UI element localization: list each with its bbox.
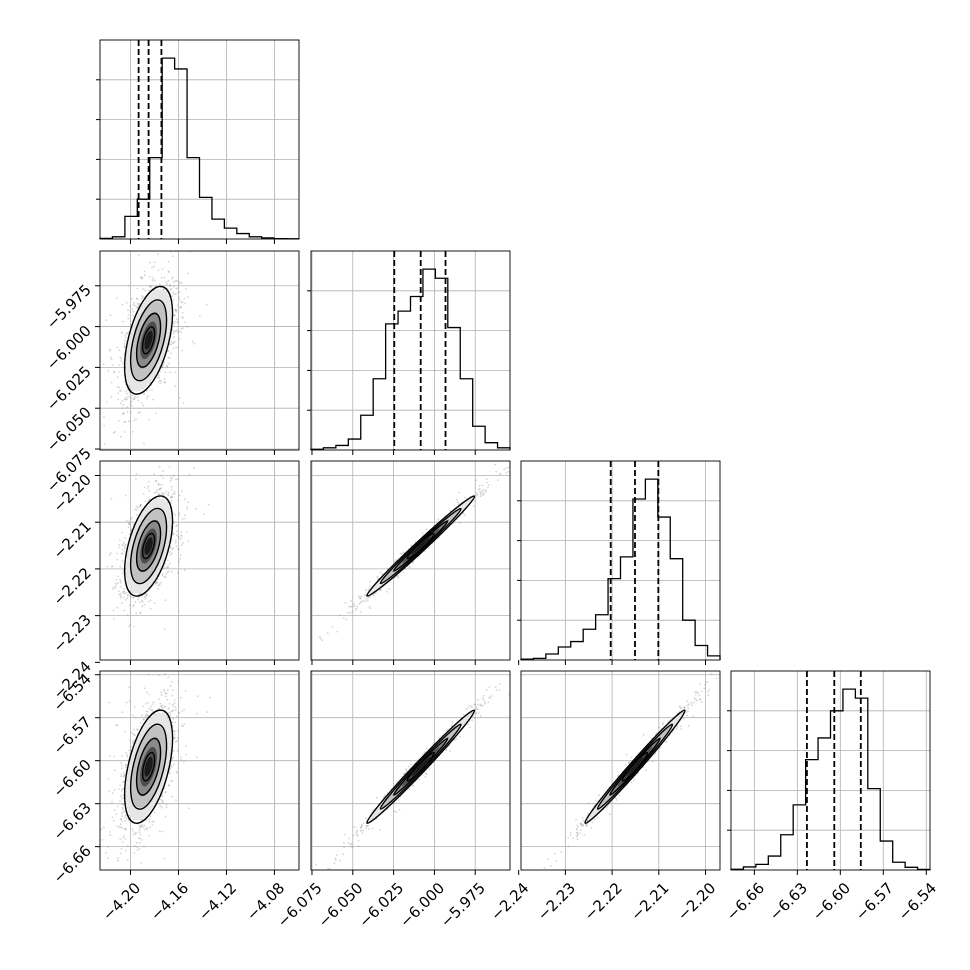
contour-2-0-2 xyxy=(129,507,168,585)
y-tick-label-1-2: −6.025 xyxy=(43,362,95,414)
histogram-1 xyxy=(310,268,511,450)
y-tick-label-3-3: −6.57 xyxy=(50,713,95,758)
x-tick-label-0-2: −4.12 xyxy=(195,879,240,924)
y-tick-label-1-4: −5.975 xyxy=(43,281,95,333)
hist-panel-0 xyxy=(96,39,300,240)
contour-3-1-2 xyxy=(379,723,462,810)
y-tick-label-3-1: −6.63 xyxy=(50,799,95,844)
y-tick-label-3-0: −6.66 xyxy=(50,842,95,887)
hist-panel-3 xyxy=(727,670,931,871)
x-tick-label-2-1: −2.23 xyxy=(534,879,579,924)
scatter-panel-2-0 xyxy=(99,460,300,661)
x-tick-label-1-2: −6.025 xyxy=(355,879,407,931)
x-tick-label-3-2: −6.60 xyxy=(809,879,854,924)
x-tick-label-0-1: −4.16 xyxy=(147,879,192,924)
x-tick-label-3-0: −6.66 xyxy=(723,879,768,924)
x-tick-label-2-0: −2.24 xyxy=(487,879,532,924)
contour-3-2-2 xyxy=(596,723,674,810)
contour-1-0-2 xyxy=(129,299,168,382)
contour-3-0-0 xyxy=(141,751,156,782)
y-tick-label-3-2: −6.60 xyxy=(50,756,95,801)
contour-2-0-3 xyxy=(123,495,174,597)
x-tick-label-3-4: −6.54 xyxy=(895,879,940,924)
contour-1-0-1 xyxy=(135,312,162,368)
hist-panel-1 xyxy=(307,250,511,451)
contour-1-0-0 xyxy=(141,326,156,355)
y-tick-label-1-3: −6.000 xyxy=(43,322,95,374)
y-tick-label-1-1: −6.050 xyxy=(43,403,95,455)
scatter-panel-3-2 xyxy=(520,670,721,871)
x-tick-label-3-1: −6.63 xyxy=(766,879,811,924)
contour-2-1-1 xyxy=(393,520,449,572)
contour-2-1-2 xyxy=(379,507,462,585)
hist-panel-2 xyxy=(517,460,721,661)
contour-3-1-1 xyxy=(393,737,449,796)
x-tick-label-1-4: −5.975 xyxy=(437,879,489,931)
x-tick-label-2-3: −2.21 xyxy=(627,879,672,924)
x-tick-label-3-3: −6.57 xyxy=(852,879,897,924)
histogram-0 xyxy=(99,57,300,240)
contour-3-2-3 xyxy=(584,709,686,824)
histogram-3 xyxy=(730,688,931,871)
contour-3-2-1 xyxy=(609,737,661,796)
x-tick-label-2-2: −2.22 xyxy=(581,879,626,924)
contour-2-0-1 xyxy=(135,520,162,572)
y-tick-label-2-1: −2.23 xyxy=(50,611,95,656)
contour-3-1-3 xyxy=(366,709,476,824)
contour-1-0-3 xyxy=(123,285,174,395)
contour-3-0-1 xyxy=(135,737,162,796)
x-tick-label-1-1: −6.050 xyxy=(315,879,367,931)
x-tick-label-1-3: −6.000 xyxy=(396,879,448,931)
scatter-panel-1-0 xyxy=(99,250,300,451)
scatter-panel-2-1 xyxy=(310,460,511,661)
scatter-panel-3-1 xyxy=(310,670,511,871)
contour-2-0-0 xyxy=(141,532,156,560)
y-tick-label-2-3: −2.21 xyxy=(50,517,95,562)
y-tick-label-2-2: −2.22 xyxy=(50,564,95,609)
x-tick-label-2-4: −2.20 xyxy=(674,879,719,924)
histogram-2 xyxy=(520,478,721,660)
contour-3-0-3 xyxy=(123,709,174,824)
contour-3-0-2 xyxy=(129,723,168,810)
scatter-panel-3-0 xyxy=(99,670,300,871)
contour-2-1-3 xyxy=(366,495,476,597)
x-tick-label-0-0: −4.20 xyxy=(99,879,144,924)
